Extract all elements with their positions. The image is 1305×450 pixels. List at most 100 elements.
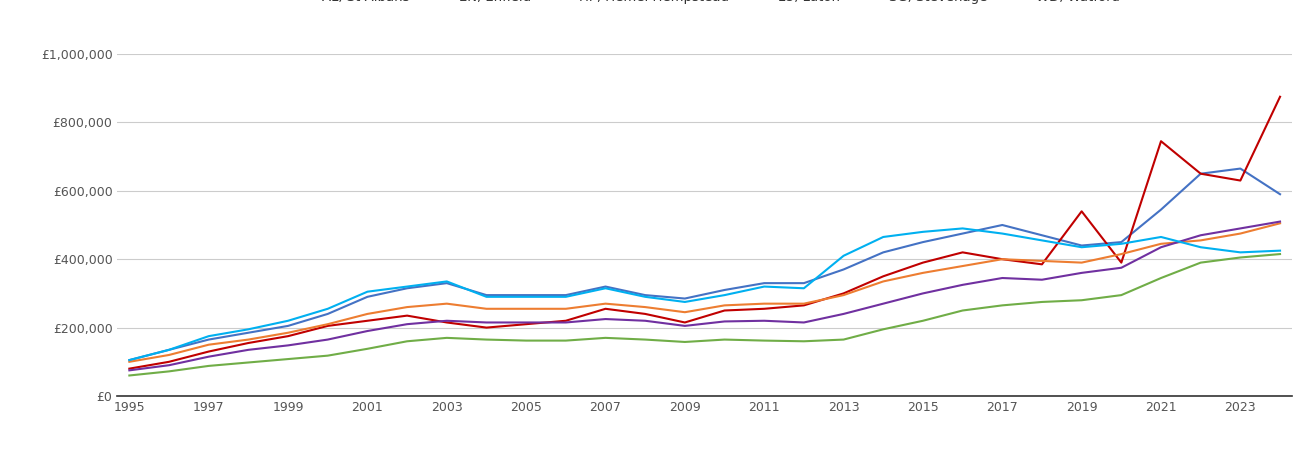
AL, St Albans (1272, 192, 1288, 197)
EN, Enfield (162, 359, 177, 364)
EN, Enfield (1034, 261, 1049, 267)
HP, Hemel Hempstead (518, 306, 534, 311)
WD, Watford (1034, 238, 1049, 243)
HP, Hemel Hempstead (677, 310, 693, 315)
SG, Stevenage (320, 337, 335, 342)
SG, Stevenage (716, 319, 732, 324)
LU, Luton (320, 353, 335, 358)
EN, Enfield (240, 340, 256, 346)
AL, St Albans (1232, 166, 1248, 171)
EN, Enfield (438, 320, 454, 325)
EN, Enfield (876, 274, 891, 279)
EN, Enfield (994, 256, 1010, 262)
WD, Watford (876, 234, 891, 240)
LU, Luton (1034, 299, 1049, 305)
LU, Luton (835, 337, 851, 342)
WD, Watford (716, 292, 732, 298)
LU, Luton (360, 346, 376, 351)
SG, Stevenage (915, 291, 930, 296)
SG, Stevenage (1074, 270, 1090, 275)
LU, Luton (162, 369, 177, 374)
AL, St Albans (1034, 233, 1049, 238)
SG, Stevenage (559, 320, 574, 325)
WD, Watford (598, 286, 613, 291)
AL, St Albans (1113, 239, 1129, 245)
EN, Enfield (1154, 139, 1169, 144)
SG, Stevenage (162, 363, 177, 368)
SG, Stevenage (955, 282, 971, 288)
AL, St Albans (121, 357, 137, 363)
HP, Hemel Hempstead (360, 311, 376, 317)
HP, Hemel Hempstead (162, 352, 177, 358)
SG, Stevenage (598, 316, 613, 322)
SG, Stevenage (1272, 219, 1288, 224)
HP, Hemel Hempstead (479, 306, 495, 311)
AL, St Albans (716, 287, 732, 292)
AL, St Albans (835, 267, 851, 272)
HP, Hemel Hempstead (1154, 241, 1169, 247)
LU, Luton (757, 338, 773, 343)
HP, Hemel Hempstead (240, 337, 256, 342)
AL, St Albans (438, 280, 454, 286)
WD, Watford (1272, 248, 1288, 253)
WD, Watford (1113, 241, 1129, 247)
LU, Luton (677, 339, 693, 345)
WD, Watford (637, 294, 652, 300)
HP, Hemel Hempstead (716, 303, 732, 308)
HP, Hemel Hempstead (438, 301, 454, 306)
WD, Watford (915, 229, 930, 234)
AL, St Albans (796, 280, 812, 286)
EN, Enfield (1272, 94, 1288, 99)
SG, Stevenage (637, 318, 652, 324)
LU, Luton (876, 327, 891, 332)
EN, Enfield (559, 318, 574, 324)
SG, Stevenage (399, 321, 415, 327)
HP, Hemel Hempstead (1232, 231, 1248, 236)
LU, Luton (281, 356, 296, 362)
HP, Hemel Hempstead (281, 330, 296, 335)
LU, Luton (240, 360, 256, 365)
AL, St Albans (201, 337, 217, 342)
AL, St Albans (240, 330, 256, 335)
EN, Enfield (716, 308, 732, 313)
HP, Hemel Hempstead (399, 304, 415, 310)
LU, Luton (716, 337, 732, 342)
AL, St Albans (360, 294, 376, 300)
SG, Stevenage (835, 311, 851, 317)
LU, Luton (121, 373, 137, 378)
EN, Enfield (320, 323, 335, 328)
AL, St Albans (915, 239, 930, 245)
AL, St Albans (479, 292, 495, 298)
HP, Hemel Hempstead (1272, 220, 1288, 226)
WD, Watford (757, 284, 773, 289)
LU, Luton (994, 303, 1010, 308)
WD, Watford (955, 226, 971, 231)
SG, Stevenage (201, 354, 217, 360)
SG, Stevenage (677, 323, 693, 328)
WD, Watford (201, 333, 217, 339)
SG, Stevenage (994, 275, 1010, 281)
WD, Watford (281, 318, 296, 324)
AL, St Albans (162, 347, 177, 352)
HP, Hemel Hempstead (757, 301, 773, 306)
LU, Luton (438, 335, 454, 341)
WD, Watford (1074, 244, 1090, 250)
EN, Enfield (835, 291, 851, 296)
HP, Hemel Hempstead (1113, 252, 1129, 257)
LU, Luton (518, 338, 534, 343)
SG, Stevenage (360, 328, 376, 334)
EN, Enfield (121, 366, 137, 371)
WD, Watford (162, 347, 177, 352)
Line: SG, Stevenage: SG, Stevenage (129, 221, 1280, 370)
WD, Watford (320, 306, 335, 311)
LU, Luton (915, 318, 930, 324)
Line: WD, Watford: WD, Watford (129, 229, 1280, 360)
LU, Luton (1074, 297, 1090, 303)
LU, Luton (1272, 252, 1288, 257)
AL, St Albans (757, 280, 773, 286)
EN, Enfield (598, 306, 613, 311)
HP, Hemel Hempstead (559, 306, 574, 311)
AL, St Albans (399, 286, 415, 291)
WD, Watford (438, 279, 454, 284)
AL, St Albans (994, 222, 1010, 228)
